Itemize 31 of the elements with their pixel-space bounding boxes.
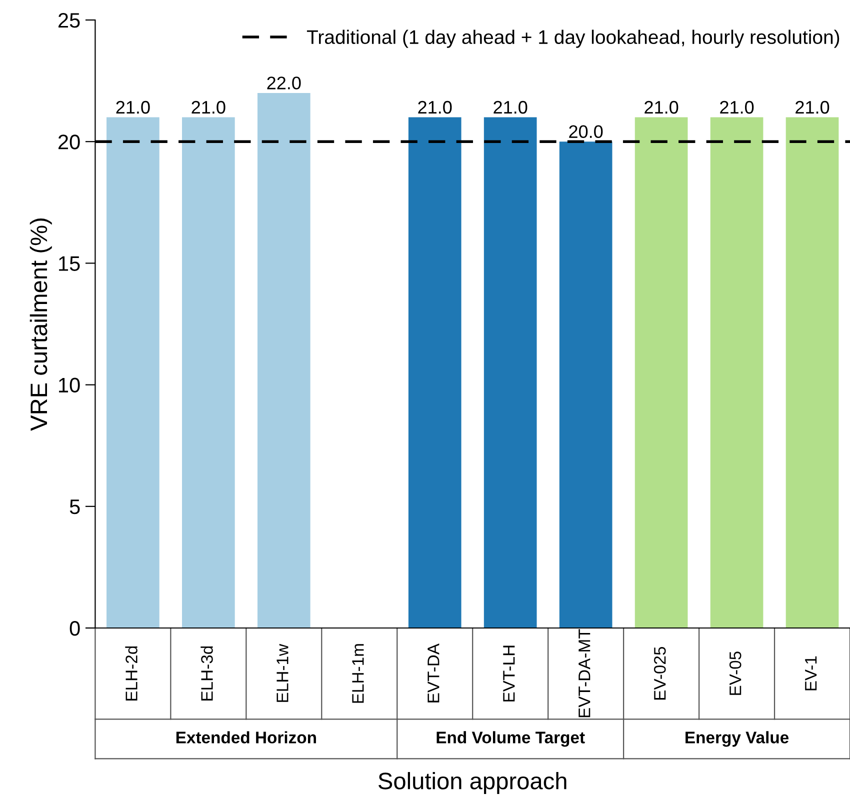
- x-tick-label: ELH-1w: [276, 644, 288, 702]
- x-tick-label: ELH-2d: [125, 646, 138, 700]
- y-tick-label: 5: [70, 500, 80, 514]
- y-tick-label: 15: [59, 256, 80, 271]
- y-tick-label: 20: [58, 134, 80, 150]
- data-label: 22.0: [267, 76, 301, 90]
- data-label: 21.0: [192, 100, 226, 114]
- x-tick-label: ELH-1m: [352, 644, 364, 703]
- y-axis-title: VRE curtailment (%): [30, 218, 52, 431]
- data-label: 20.0: [569, 125, 603, 138]
- data-label: 21.0: [116, 100, 150, 114]
- data-label: 21.0: [644, 100, 678, 114]
- y-tick-label: 10: [59, 378, 80, 393]
- text: Energy Value: [686, 731, 789, 747]
- text: Extended Horizon: [176, 731, 316, 744]
- text: End Volume Target: [436, 731, 585, 747]
- data-label: 21.0: [796, 100, 830, 114]
- data-label: 21.0: [494, 100, 528, 114]
- x-tick-label: ELH-3d: [200, 646, 213, 700]
- data-label: 21.0: [418, 100, 452, 114]
- x-tick-label: EVT-LH: [503, 646, 515, 702]
- x-tick-label: EV-05: [729, 652, 742, 695]
- x-tick-label: EVT-DA-MT: [578, 629, 590, 718]
- data-label: 21.0: [720, 100, 754, 114]
- x-axis-title: Solution approach: [378, 772, 566, 794]
- y-tick-label: 0: [70, 621, 80, 636]
- y-tick-label: 25: [58, 13, 80, 28]
- x-tick-label: EV-1: [805, 656, 817, 690]
- x-tick-label: EV-025: [654, 646, 666, 700]
- legend-label: Traditional (1 day ahead + 1 day lookahead, hourly resolution): [306, 30, 840, 48]
- x-tick-label: EVT-DA: [428, 644, 440, 702]
